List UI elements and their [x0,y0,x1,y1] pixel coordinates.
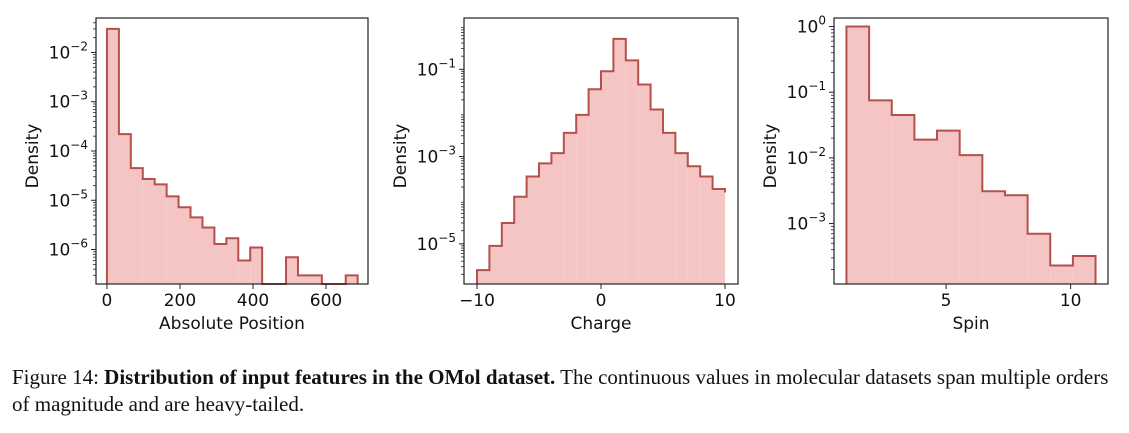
histogram-bin [477,270,490,284]
histogram-bin [551,153,564,284]
x-tick-label: 10 [714,291,736,311]
y-tick-label: 100 [797,14,826,38]
caption-bold-title: Distribution of input features in the OM… [104,365,556,389]
histogram-bin [514,196,527,284]
histogram-bin [1004,195,1028,284]
y-tick-label: 10−5 [417,231,456,255]
histogram-bin [576,114,589,284]
y-axis-label: Density [761,124,781,189]
histogram-bin [154,184,167,284]
axes-frame [833,17,1109,285]
histogram-bin [601,71,614,284]
histogram-bin [662,132,676,284]
histogram-bin [891,114,915,284]
histogram-bin [588,89,601,285]
y-tick-label: 10−3 [787,211,826,235]
y-tick-label: 10−2 [787,145,826,169]
histogram-bin [1027,233,1051,284]
y-tick-label: 10−2 [49,39,88,63]
histogram-bin [309,275,322,284]
histogram-bin [937,130,960,284]
histogram-bin [130,168,143,284]
histogram-bin [202,227,215,284]
x-tick-label: 0 [102,291,113,311]
y-tick-label: 10−1 [787,79,826,103]
histogram-bin [700,176,713,284]
histogram-bin [1050,265,1073,284]
histogram-bin [625,60,639,284]
y-tick-label: 10−5 [49,187,88,211]
histogram-bin [226,238,239,284]
caption-text: The continuous values in molecular datas… [12,365,1109,416]
chart-panel-1: 0 200 400 600 10−6 10−5 10−4 10−3 10−2 Absolute P… [23,17,369,334]
histogram-outline [105,27,359,285]
histogram-outline [845,25,1097,284]
histogram-bin [142,179,155,284]
y-tick-label: 10−4 [49,138,88,162]
histogram-bin [526,176,540,284]
x-tick-label: 200 [164,291,196,311]
y-tick-label: 10−6 [49,237,88,261]
x-tick-label: 0 [596,291,607,311]
histogram-bin [190,217,203,284]
histogram-bin [250,247,263,284]
histogram-bin [982,191,1005,284]
histogram-bin [563,132,577,284]
x-axis-label: Charge [570,314,631,334]
chart-panel-2: −10 0 10 10−5 10−3 10−1 Charge Density [391,17,739,334]
histogram-bin [613,38,626,284]
histogram-bin [959,155,983,284]
caption-label: Figure 14: [12,365,99,389]
figure: 0 200 400 600 10−6 10−5 10−4 10−3 10−2 Absolute P… [23,14,1109,334]
y-axis-label: Density [391,124,411,189]
x-tick-label: 5 [941,291,952,311]
x-tick-label: 400 [237,291,269,311]
histogram-bin [675,153,688,284]
histogram-bin [106,28,119,284]
y-axis-label: Density [23,124,43,189]
histogram-bin [712,189,725,284]
histogram-bin [214,243,227,284]
y-tick-label: 10−3 [417,144,456,168]
histogram-bin [1072,256,1096,284]
histogram-bin [489,245,502,284]
histogram-bin [638,84,651,284]
histogram-bin [650,109,663,284]
histogram-bin [539,163,552,284]
histogram-bin [166,196,179,284]
histogram-bin [238,260,251,284]
chart-panel-3: 5 10 10−3 10−2 10−1 100 Spin Density [761,14,1109,334]
y-tick-label: 10−3 [49,89,88,113]
histogram-bin [286,257,298,284]
histogram-bin [345,275,358,284]
histogram-bin [297,275,310,284]
histogram-bin [869,100,892,284]
x-tick-label: 600 [310,291,342,311]
x-tick-label: 10 [1060,291,1082,311]
figure-caption: Figure 14: Distribution of input feature… [12,364,1120,418]
histogram-bin [118,134,131,284]
histogram-bin [501,223,515,284]
histogram-bin [846,26,870,284]
x-tick-label: −10 [459,291,495,311]
y-tick-label: 10−1 [417,56,456,80]
histogram-bin [687,166,701,284]
histogram-bin [178,207,191,284]
x-axis-label: Absolute Position [159,314,305,334]
histogram-outline [476,37,726,284]
x-axis-label: Spin [952,314,989,334]
histogram-bin [914,139,938,284]
